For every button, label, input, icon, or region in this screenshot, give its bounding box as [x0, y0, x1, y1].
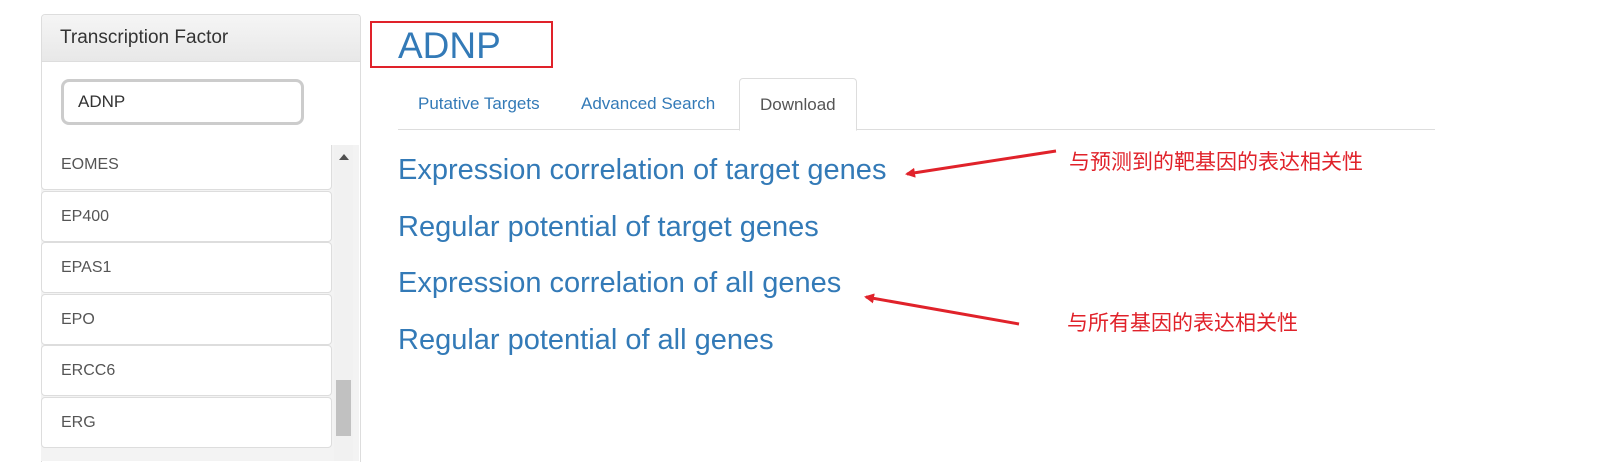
tf-list-item[interactable]: ERCC6: [41, 345, 332, 396]
link-expression-correlation-target-genes[interactable]: Expression correlation of target genes: [398, 154, 887, 186]
tab-putative-targets[interactable]: Putative Targets: [418, 94, 540, 113]
tf-list: EOMES EP400 EPAS1 EPO ERCC6 ERG: [41, 145, 332, 448]
tab-download[interactable]: Download: [739, 78, 857, 131]
annotation-target-genes: 与预测到的靶基因的表达相关性: [1069, 150, 1363, 174]
list-scrollbar[interactable]: [334, 145, 353, 461]
tf-list-item[interactable]: EPAS1: [41, 242, 332, 293]
tab-bar: Putative Targets Advanced Search Downloa…: [398, 78, 1435, 131]
arrow-icon: [905, 149, 1057, 178]
page-title: ADNP: [398, 25, 501, 66]
tf-list-item[interactable]: EPO: [41, 293, 332, 345]
panel-header: Transcription Factor: [42, 15, 360, 62]
tab-advanced-search[interactable]: Advanced Search: [581, 94, 716, 113]
link-expression-correlation-all-genes[interactable]: Expression correlation of all genes: [398, 267, 842, 299]
scroll-up-arrow-icon[interactable]: [339, 154, 349, 160]
title-highlight-box: [370, 21, 553, 68]
tf-list-viewport[interactable]: EOMES EP400 EPAS1 EPO ERCC6 ERG: [41, 145, 359, 461]
link-regular-potential-target-genes[interactable]: Regular potential of target genes: [398, 211, 819, 243]
tf-list-item[interactable]: EOMES: [41, 145, 332, 190]
arrow-icon: [864, 293, 1020, 326]
tf-search-input[interactable]: [61, 79, 304, 125]
search-area: [42, 62, 360, 145]
scroll-thumb[interactable]: [336, 380, 351, 436]
tf-list-item[interactable]: ERG: [41, 396, 332, 448]
link-regular-potential-all-genes[interactable]: Regular potential of all genes: [398, 324, 774, 356]
tf-list-item[interactable]: EP400: [41, 190, 332, 242]
annotation-all-genes: 与所有基因的表达相关性: [1067, 311, 1298, 335]
